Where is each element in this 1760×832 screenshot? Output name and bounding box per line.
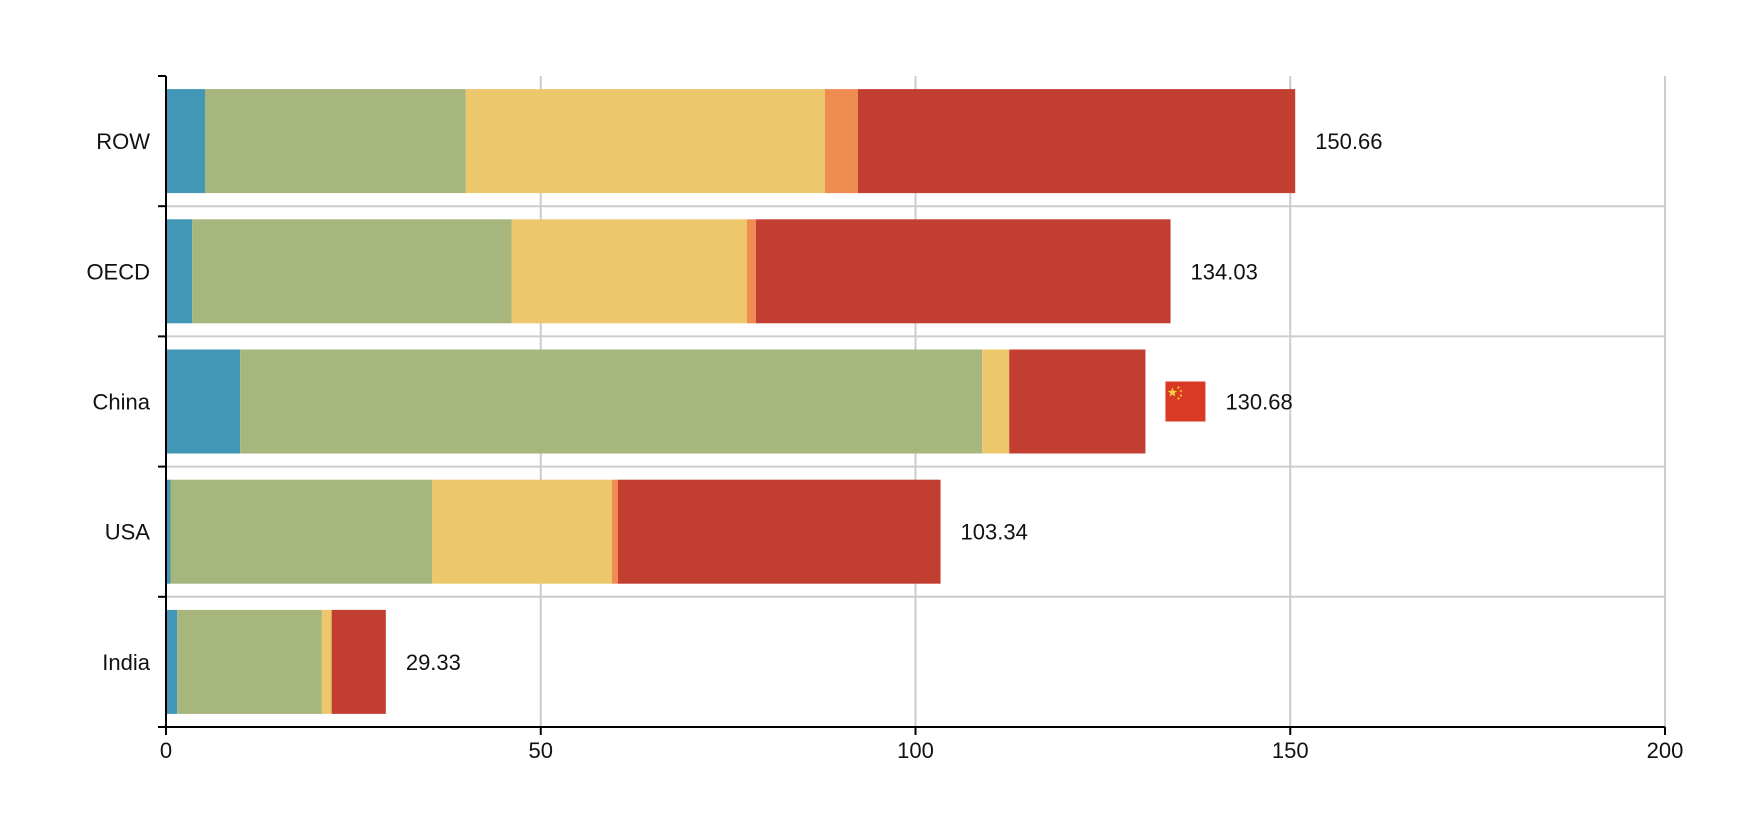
bar-usa-segment-5 [617, 479, 941, 584]
x-tick-label: 150 [1272, 738, 1309, 763]
china-flag-icon [1165, 381, 1206, 422]
bar-china-segment-2 [240, 349, 983, 454]
total-label-oecd: 134.03 [1191, 259, 1258, 284]
bar-oecd-segment-4 [746, 219, 756, 324]
total-label-usa: 103.34 [961, 520, 1028, 545]
bar-india-segment-5 [331, 609, 386, 714]
bar-india-segment-2 [177, 609, 322, 714]
bar-row-segment-1 [166, 89, 205, 194]
category-label-india: India [102, 650, 150, 675]
category-label-oecd: OECD [86, 259, 150, 284]
bar-usa-segment-1 [166, 479, 171, 584]
bar-china-segment-5 [1009, 349, 1146, 454]
flag-small-star [1176, 385, 1180, 389]
flag-big-star [1167, 387, 1178, 397]
total-label-row: 150.66 [1315, 129, 1382, 154]
bar-oecd-segment-2 [192, 219, 512, 324]
bar-usa-segment-3 [432, 479, 612, 584]
x-tick-label: 200 [1647, 738, 1684, 763]
bar-oecd-segment-1 [166, 219, 193, 324]
axes [158, 75, 1666, 735]
bar-china-segment-1 [166, 349, 241, 454]
bars [166, 89, 1296, 714]
x-tick-label: 50 [529, 738, 553, 763]
total-label-china: 130.68 [1225, 390, 1292, 415]
flag-small-star [1176, 396, 1180, 400]
bar-usa-segment-2 [170, 479, 433, 584]
total-label-india: 29.33 [406, 650, 461, 675]
flag-small-star [1179, 389, 1183, 393]
flag-field [1165, 381, 1206, 422]
bar-china-segment-3 [982, 349, 1010, 454]
labels: 0 50 100 150 200 ROW 150.66 OECD 134.03 China 130.… [86, 129, 1683, 763]
bar-oecd-segment-5 [755, 219, 1171, 324]
bar-row-segment-5 [857, 89, 1296, 194]
category-label-china: China [93, 390, 151, 415]
category-label-usa: USA [105, 520, 151, 545]
bar-usa-segment-4 [611, 479, 618, 584]
x-tick-label: 0 [160, 738, 172, 763]
bar-row-segment-3 [465, 89, 825, 194]
bar-india-segment-3 [321, 609, 332, 714]
x-tick-label: 100 [897, 738, 934, 763]
bar-row-segment-4 [824, 89, 858, 194]
bar-oecd-segment-3 [511, 219, 747, 324]
bar-india-segment-1 [166, 609, 178, 714]
flag-small-star [1179, 393, 1183, 397]
bar-row-segment-2 [204, 89, 466, 194]
category-label-row: ROW [96, 129, 150, 154]
